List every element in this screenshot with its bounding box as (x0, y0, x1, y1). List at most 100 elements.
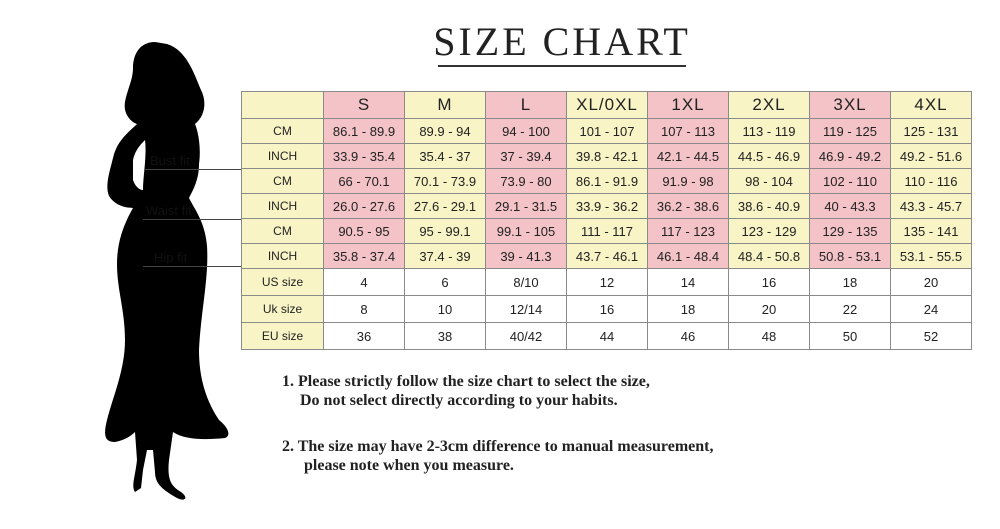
table-cell: 110 - 116 (890, 168, 972, 194)
table-cell: 117 - 123 (647, 218, 729, 244)
table-cell: 20 (728, 295, 810, 323)
size-header: 1XL (647, 91, 729, 119)
row-label: CM (241, 218, 324, 244)
table-cell: 36.2 - 38.6 (647, 193, 729, 219)
table-cell: 18 (809, 268, 891, 296)
table-cell: 123 - 129 (728, 218, 810, 244)
table-cell: 37 - 39.4 (485, 143, 567, 169)
table-cell: 39 - 41.3 (485, 243, 567, 269)
table-cell: 43.3 - 45.7 (890, 193, 972, 219)
table-cell: 73.9 - 80 (485, 168, 567, 194)
table-cell: 38 (404, 322, 486, 350)
table-cell: 6 (404, 268, 486, 296)
table-cell: 35.8 - 37.4 (323, 243, 405, 269)
table-cell: 16 (566, 295, 648, 323)
size-header: L (485, 91, 567, 119)
table-row: US size 4 6 8/10 12 14 16 18 20 (241, 268, 972, 296)
table-cell: 107 - 113 (647, 118, 729, 144)
row-label: INCH (241, 143, 324, 169)
waist-fit-line (143, 219, 241, 220)
bust-fit-label: Bust fit (150, 153, 190, 168)
table-cell: 94 - 100 (485, 118, 567, 144)
note-2-line-1: 2. The size may have 2-3cm difference to… (282, 438, 714, 455)
woman-silhouette-image (105, 42, 229, 500)
table-cell: 119 - 125 (809, 118, 891, 144)
table-cell: 20 (890, 268, 972, 296)
table-cell: 39.8 - 42.1 (566, 143, 648, 169)
table-cell: 48 (728, 322, 810, 350)
table-cell: 99.1 - 105 (485, 218, 567, 244)
table-cell: 86.1 - 89.9 (323, 118, 405, 144)
table-cell: 125 - 131 (890, 118, 972, 144)
table-cell: 24 (890, 295, 972, 323)
row-label: US size (241, 268, 324, 296)
table-cell: 33.9 - 35.4 (323, 143, 405, 169)
table-cell: 38.6 - 40.9 (728, 193, 810, 219)
header-corner (241, 91, 324, 119)
table-cell: 111 - 117 (566, 218, 648, 244)
table-cell: 12/14 (485, 295, 567, 323)
table-cell: 53.1 - 55.5 (890, 243, 972, 269)
table-cell: 10 (404, 295, 486, 323)
table-cell: 90.5 - 95 (323, 218, 405, 244)
row-label: CM (241, 168, 324, 194)
table-cell: 98 - 104 (728, 168, 810, 194)
table-row: CM 90.5 - 95 95 - 99.1 99.1 - 105 111 - 117 1… (241, 218, 972, 244)
table-cell: 50.8 - 53.1 (809, 243, 891, 269)
table-row: CM 66 - 70.1 70.1 - 73.9 73.9 - 80 86.1 - 91… (241, 168, 972, 194)
size-header: 3XL (809, 91, 891, 119)
table-cell: 135 - 141 (890, 218, 972, 244)
table-cell: 36 (323, 322, 405, 350)
table-cell: 29.1 - 31.5 (485, 193, 567, 219)
note-1-line-2: Do not select directly according to your… (300, 392, 618, 409)
table-row: INCH 26.0 - 27.6 27.6 - 29.1 29.1 - 31.5 33.… (241, 193, 972, 219)
size-header: XL/0XL (566, 91, 648, 119)
table-cell: 14 (647, 268, 729, 296)
table-cell: 44.5 - 46.9 (728, 143, 810, 169)
table-cell: 46.1 - 48.4 (647, 243, 729, 269)
title-underline (438, 65, 686, 67)
note-2-line-2: please note when you measure. (304, 457, 514, 474)
table-row: Uk size 8 10 12/14 16 18 20 22 24 (241, 295, 972, 323)
table-cell: 129 - 135 (809, 218, 891, 244)
table-cell: 35.4 - 37 (404, 143, 486, 169)
table-cell: 46.9 - 49.2 (809, 143, 891, 169)
table-cell: 95 - 99.1 (404, 218, 486, 244)
table-cell: 22 (809, 295, 891, 323)
table-row: INCH 35.8 - 37.4 37.4 - 39 39 - 41.3 43.7 - … (241, 243, 972, 269)
table-cell: 49.2 - 51.6 (890, 143, 972, 169)
table-cell: 101 - 107 (566, 118, 648, 144)
table-cell: 37.4 - 39 (404, 243, 486, 269)
table-cell: 4 (323, 268, 405, 296)
table-cell: 8/10 (485, 268, 567, 296)
table-cell: 18 (647, 295, 729, 323)
row-label: INCH (241, 243, 324, 269)
row-label: INCH (241, 193, 324, 219)
table-cell: 102 - 110 (809, 168, 891, 194)
table-cell: 70.1 - 73.9 (404, 168, 486, 194)
row-label: CM (241, 118, 324, 144)
table-cell: 48.4 - 50.8 (728, 243, 810, 269)
table-cell: 42.1 - 44.5 (647, 143, 729, 169)
table-cell: 40/42 (485, 322, 567, 350)
table-cell: 43.7 - 46.1 (566, 243, 648, 269)
waist-fit-label: Waist fit (146, 203, 192, 218)
table-cell: 46 (647, 322, 729, 350)
note-1-line-1: 1. Please strictly follow the size chart… (282, 373, 650, 390)
table-cell: 40 - 43.3 (809, 193, 891, 219)
table-row: EU size 36 38 40/42 44 46 48 50 52 (241, 322, 972, 350)
hip-fit-line (143, 266, 241, 267)
table-cell: 44 (566, 322, 648, 350)
table-cell: 91.9 - 98 (647, 168, 729, 194)
table-cell: 86.1 - 91.9 (566, 168, 648, 194)
table-cell: 50 (809, 322, 891, 350)
table-cell: 8 (323, 295, 405, 323)
table-header-row: S M L XL/0XL 1XL 2XL 3XL 4XL (241, 91, 972, 119)
bust-fit-line (145, 169, 241, 170)
table-row: CM 86.1 - 89.9 89.9 - 94 94 - 100 101 - 107 1… (241, 118, 972, 144)
row-label: Uk size (241, 295, 324, 323)
table-cell: 33.9 - 36.2 (566, 193, 648, 219)
hip-fit-label: Hip fit (154, 250, 188, 265)
table-cell: 89.9 - 94 (404, 118, 486, 144)
size-header: S (323, 91, 405, 119)
